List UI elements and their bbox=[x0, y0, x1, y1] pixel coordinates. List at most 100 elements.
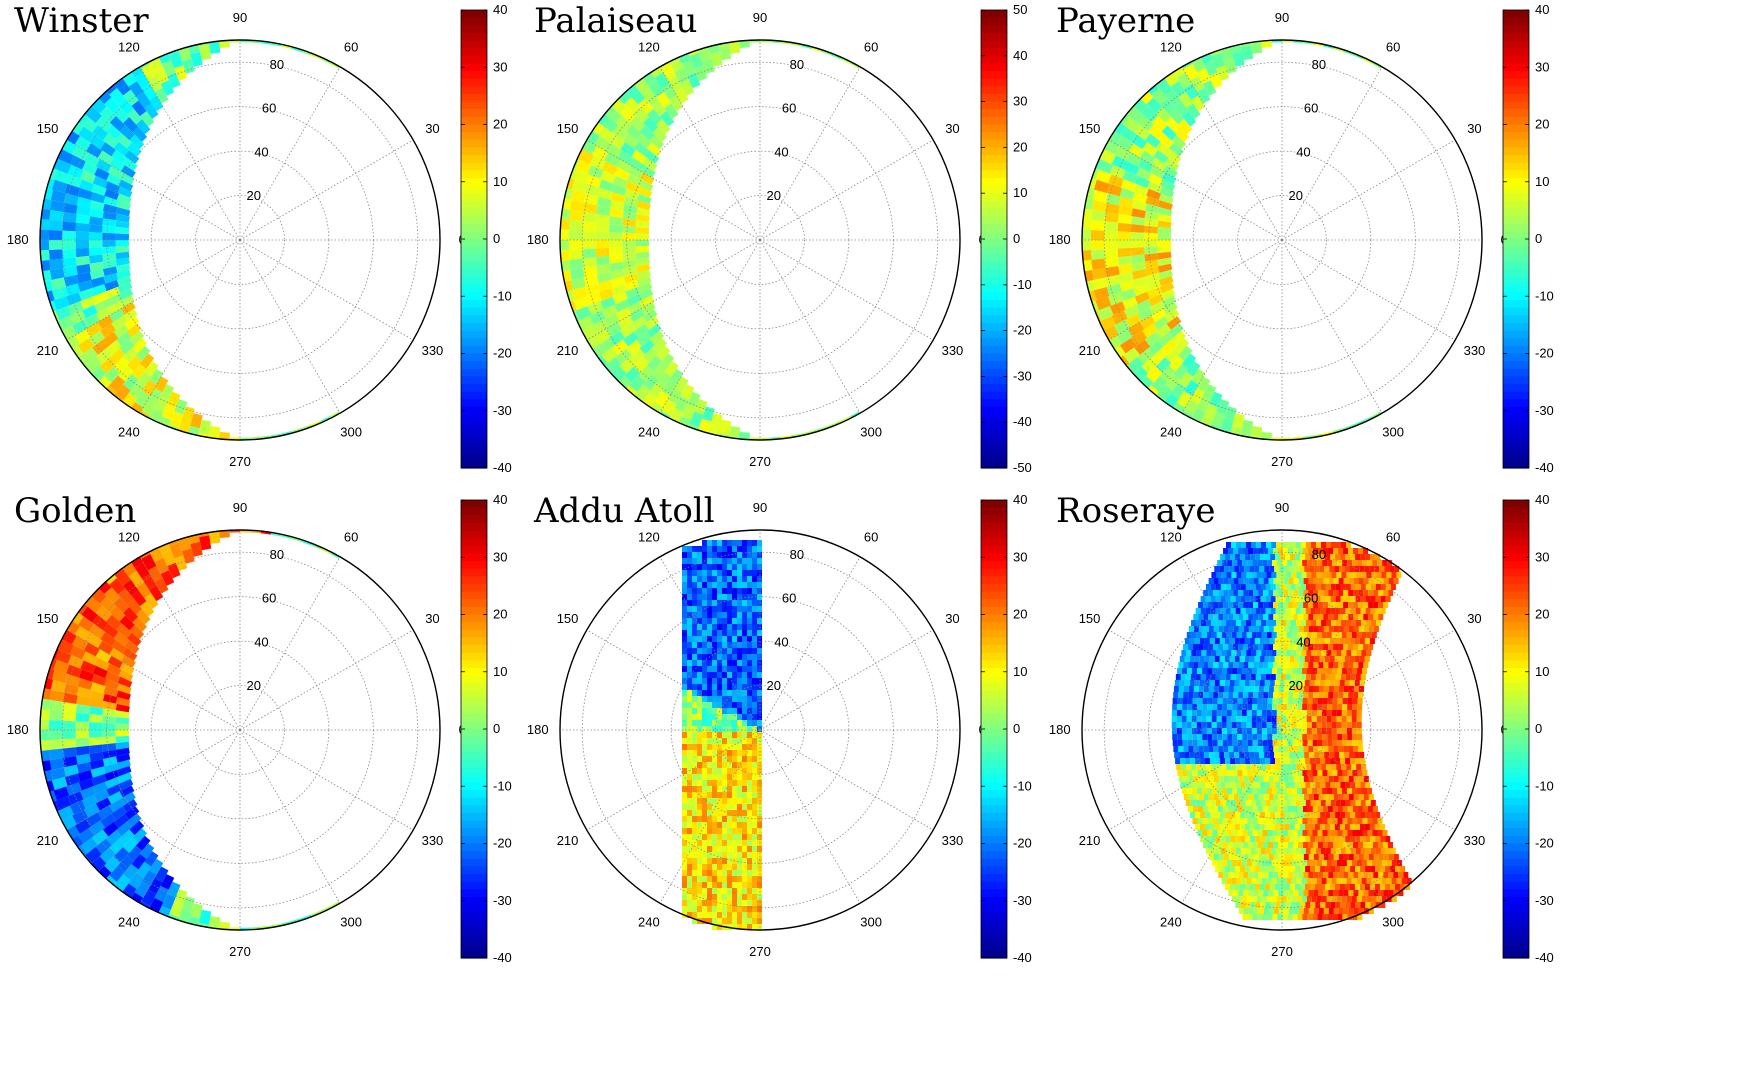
heatmap-cell bbox=[717, 684, 722, 690]
heatmap-cell bbox=[1305, 584, 1311, 590]
heatmap-cell bbox=[102, 693, 118, 704]
heatmap-cell bbox=[1310, 800, 1316, 806]
colorbar-swatch bbox=[981, 912, 1007, 921]
heatmap-cell bbox=[712, 816, 717, 822]
heatmap-cell bbox=[141, 399, 157, 417]
heatmap-cell bbox=[1253, 794, 1259, 800]
heatmap-cell bbox=[1185, 674, 1191, 680]
heatmap-cell bbox=[660, 61, 671, 69]
colorbar-swatch bbox=[981, 522, 1007, 532]
heatmap-cell bbox=[1342, 842, 1348, 848]
heatmap-cell bbox=[1206, 620, 1212, 626]
heatmap-cell bbox=[1315, 812, 1321, 818]
heatmap-cell bbox=[1254, 824, 1260, 830]
heatmap-cell bbox=[737, 798, 742, 804]
heatmap-cell bbox=[1325, 800, 1331, 806]
heatmap-cell bbox=[752, 594, 757, 600]
heatmap-cell bbox=[722, 768, 727, 774]
heatmap-cell bbox=[219, 921, 230, 930]
heatmap-cell bbox=[737, 594, 742, 600]
heatmap-cell bbox=[1288, 590, 1294, 596]
heatmap-cell bbox=[712, 540, 717, 546]
heatmap-cell bbox=[1349, 680, 1355, 686]
heatmap-cell bbox=[1260, 782, 1266, 788]
colorbar-swatch bbox=[461, 338, 487, 347]
heatmap-cell bbox=[712, 804, 717, 810]
radius-tick-label: 80 bbox=[270, 547, 284, 562]
heatmap-cell bbox=[310, 543, 322, 550]
heatmap-cell bbox=[1305, 800, 1311, 806]
angle-tick-label: 270 bbox=[1271, 454, 1293, 469]
heatmap-cell bbox=[128, 80, 144, 98]
heatmap-cell bbox=[1171, 722, 1177, 728]
heatmap-cell bbox=[109, 308, 125, 323]
heatmap-cell bbox=[1345, 584, 1351, 590]
colorbar-swatch bbox=[461, 101, 487, 110]
heatmap-cell bbox=[707, 900, 712, 906]
heatmap-cell bbox=[1242, 818, 1248, 824]
heatmap-cell bbox=[83, 642, 100, 657]
heatmap-cell bbox=[1220, 782, 1226, 788]
heatmap-cell bbox=[717, 738, 722, 744]
heatmap-cell bbox=[623, 196, 639, 207]
heatmap-cell bbox=[682, 702, 687, 708]
heatmap-cell bbox=[1218, 590, 1224, 596]
heatmap-cell bbox=[1292, 698, 1298, 704]
heatmap-cell bbox=[1287, 668, 1293, 674]
heatmap-cell bbox=[737, 816, 742, 822]
heatmap-cell bbox=[1278, 626, 1284, 632]
colorbar-swatch bbox=[1503, 78, 1529, 87]
heatmap-cell bbox=[1187, 770, 1193, 776]
heatmap-cell bbox=[1226, 710, 1232, 716]
heatmap-cell bbox=[1248, 692, 1254, 698]
heatmap-cell bbox=[1362, 842, 1368, 848]
colorbar-swatch bbox=[461, 759, 487, 768]
heatmap-cell bbox=[682, 546, 687, 552]
angle-tick-label: 210 bbox=[557, 343, 579, 358]
heatmap-cell bbox=[1214, 656, 1220, 662]
heatmap-cell bbox=[742, 630, 747, 636]
heatmap-cell bbox=[1084, 198, 1094, 210]
heatmap-cell bbox=[692, 864, 697, 870]
heatmap-cell bbox=[707, 726, 712, 732]
heatmap-cell bbox=[1348, 692, 1354, 698]
heatmap-cell bbox=[1361, 764, 1367, 770]
heatmap-cell bbox=[1260, 800, 1266, 806]
heatmap-cell bbox=[1355, 674, 1361, 680]
heatmap-cell bbox=[697, 876, 702, 882]
heatmap-cell bbox=[1189, 75, 1205, 92]
heatmap-cell bbox=[1182, 740, 1188, 746]
heatmap-cell bbox=[752, 606, 757, 612]
heatmap-cell bbox=[702, 576, 707, 582]
heatmap-cell bbox=[1338, 854, 1344, 860]
heatmap-cell bbox=[42, 270, 52, 282]
heatmap-cell bbox=[1281, 764, 1287, 770]
heatmap-cell bbox=[1352, 806, 1358, 812]
heatmap-cell bbox=[712, 684, 717, 690]
heatmap-cell bbox=[1335, 836, 1341, 842]
heatmap-cell bbox=[1211, 632, 1217, 638]
heatmap-cell bbox=[1366, 650, 1372, 656]
heatmap-cell bbox=[702, 588, 707, 594]
heatmap-cell bbox=[1125, 313, 1142, 328]
heatmap-cell bbox=[1266, 632, 1272, 638]
heatmap-cell bbox=[1333, 590, 1339, 596]
heatmap-cell bbox=[1278, 590, 1284, 596]
heatmap-cell bbox=[742, 732, 747, 738]
heatmap-cell bbox=[1203, 662, 1209, 668]
heatmap-cell bbox=[1353, 746, 1359, 752]
heatmap-cell bbox=[1130, 247, 1145, 256]
heatmap-cell bbox=[1123, 161, 1140, 176]
colorbar-swatch bbox=[1503, 284, 1529, 294]
heatmap-cell bbox=[1297, 668, 1303, 674]
heatmap-cell bbox=[1234, 566, 1240, 572]
heatmap-cell bbox=[178, 908, 192, 924]
heatmap-cell bbox=[208, 531, 221, 544]
heatmap-cell bbox=[757, 924, 762, 930]
heatmap-cell bbox=[1242, 806, 1248, 812]
heatmap-cell bbox=[1099, 149, 1116, 165]
heatmap-cell bbox=[174, 65, 188, 81]
heatmap-cell bbox=[732, 732, 737, 738]
radius-ring bbox=[581, 61, 939, 419]
colorbar-swatch bbox=[461, 25, 487, 34]
